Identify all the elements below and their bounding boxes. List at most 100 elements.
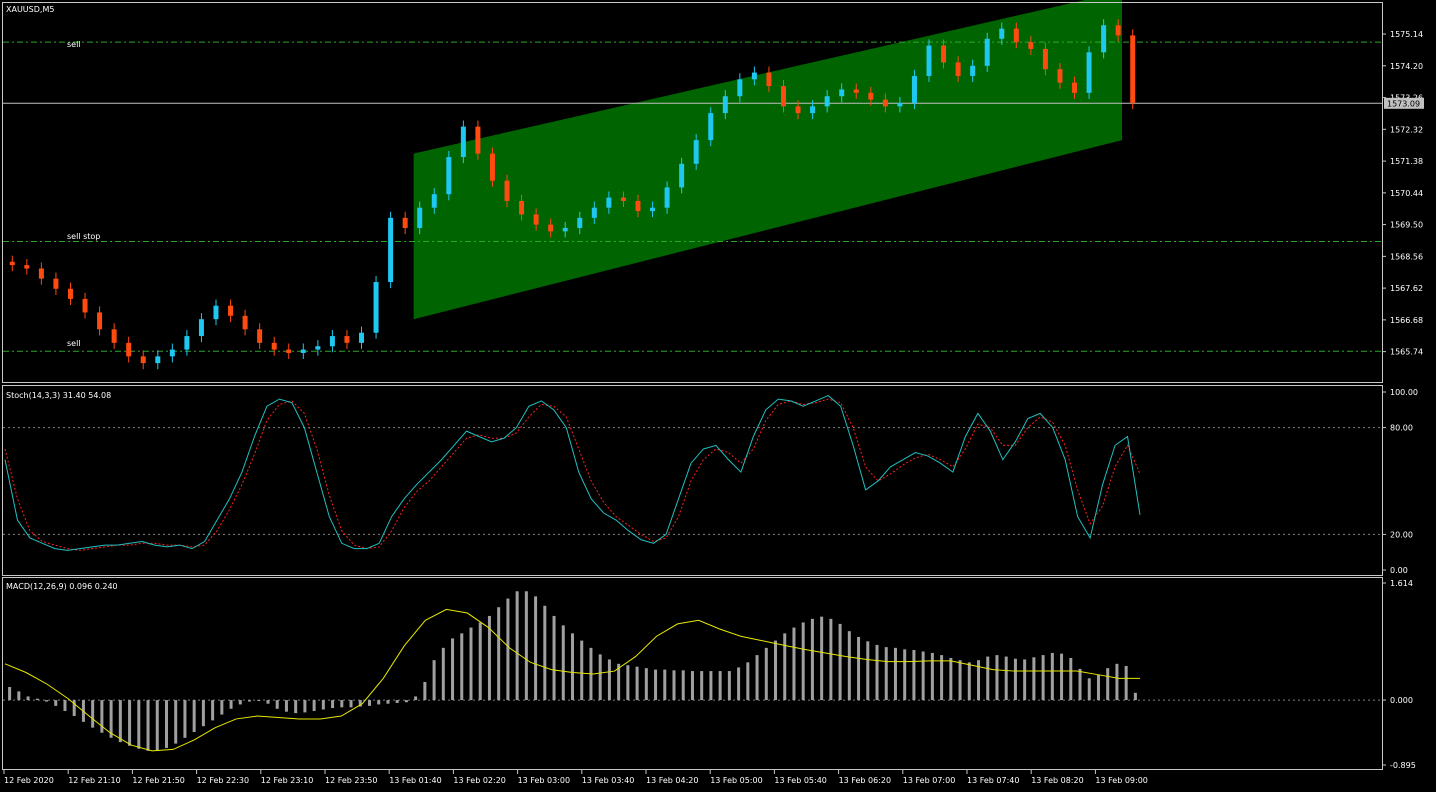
macd-bar xyxy=(1041,655,1045,701)
candle[interactable] xyxy=(344,330,350,349)
candle[interactable] xyxy=(824,90,830,113)
price-tick-label: 1565.74 xyxy=(1390,348,1423,357)
candle-body xyxy=(591,207,597,218)
candle[interactable] xyxy=(155,350,161,370)
candle[interactable] xyxy=(38,262,44,285)
candle[interactable] xyxy=(402,211,408,235)
candle[interactable] xyxy=(359,326,365,349)
candle[interactable] xyxy=(213,299,219,326)
candle[interactable] xyxy=(286,343,292,360)
candle[interactable] xyxy=(693,134,699,170)
candle[interactable] xyxy=(82,292,88,319)
price-pane[interactable]: XAUUSD,M5 sell sell stop sell 1575.14 157… xyxy=(3,0,1424,370)
candle[interactable] xyxy=(984,32,990,72)
candle[interactable] xyxy=(533,208,539,231)
candle[interactable] xyxy=(228,299,234,322)
candle[interactable] xyxy=(111,323,117,349)
candle[interactable] xyxy=(431,188,437,214)
candle[interactable] xyxy=(9,255,15,272)
macd-bar xyxy=(792,627,796,701)
candle[interactable] xyxy=(882,93,888,113)
candle[interactable] xyxy=(460,120,466,164)
candle[interactable] xyxy=(751,66,757,86)
candle[interactable] xyxy=(126,336,132,363)
candle[interactable] xyxy=(184,330,190,356)
candle[interactable] xyxy=(897,96,903,113)
candle[interactable] xyxy=(489,147,495,187)
candle[interactable] xyxy=(1028,36,1034,55)
candle[interactable] xyxy=(679,157,685,194)
candle[interactable] xyxy=(591,201,597,224)
candle[interactable] xyxy=(1130,29,1136,110)
macd-bar xyxy=(284,700,288,712)
candle[interactable] xyxy=(650,201,656,218)
candle[interactable] xyxy=(388,211,394,289)
candle[interactable] xyxy=(548,218,554,238)
candle[interactable] xyxy=(519,194,525,221)
candle[interactable] xyxy=(577,211,583,235)
candle[interactable] xyxy=(329,330,335,353)
candle-body xyxy=(460,126,466,158)
candle[interactable] xyxy=(1013,22,1019,49)
macd-pane[interactable]: MACD(12,26,9) 0.096 0.240 1.614 0.000 -0.8… xyxy=(3,579,1416,770)
candle[interactable] xyxy=(475,120,481,160)
candle-body xyxy=(548,224,554,232)
candle[interactable] xyxy=(67,282,73,305)
candle[interactable] xyxy=(315,340,321,356)
candle[interactable] xyxy=(417,201,423,235)
candle[interactable] xyxy=(24,259,30,275)
candle[interactable] xyxy=(970,59,976,83)
candle[interactable] xyxy=(926,39,932,83)
candle-body xyxy=(198,319,204,337)
candle[interactable] xyxy=(868,86,874,106)
candle[interactable] xyxy=(780,80,786,113)
candle-body xyxy=(620,197,626,201)
candle[interactable] xyxy=(664,181,670,214)
candle[interactable] xyxy=(271,336,277,356)
candle-body xyxy=(1130,35,1136,103)
candle[interactable] xyxy=(504,174,510,208)
candle[interactable] xyxy=(257,323,263,349)
candle[interactable] xyxy=(1101,19,1107,59)
macd-bar xyxy=(598,654,602,701)
candle[interactable] xyxy=(853,83,859,99)
candle[interactable] xyxy=(955,56,961,83)
candle[interactable] xyxy=(300,343,306,360)
candle[interactable] xyxy=(635,194,641,218)
stoch-main-line xyxy=(4,394,1141,551)
candle[interactable] xyxy=(53,272,59,295)
candle[interactable] xyxy=(810,100,816,120)
candle[interactable] xyxy=(620,191,626,208)
candle-body xyxy=(606,197,612,208)
macd-bar xyxy=(727,671,731,701)
candle[interactable] xyxy=(169,343,175,363)
candle[interactable] xyxy=(839,83,845,103)
candle[interactable] xyxy=(446,150,452,201)
macd-bar xyxy=(146,700,150,751)
candle[interactable] xyxy=(1115,19,1121,42)
candle[interactable] xyxy=(140,350,146,370)
candle-body xyxy=(431,194,437,208)
candle[interactable] xyxy=(737,73,743,103)
candle[interactable] xyxy=(941,39,947,69)
candle[interactable] xyxy=(198,313,204,343)
candle[interactable] xyxy=(1042,42,1048,76)
candle-body xyxy=(242,315,248,330)
candle[interactable] xyxy=(1086,46,1092,99)
candle[interactable] xyxy=(97,306,103,336)
candle[interactable] xyxy=(562,221,568,238)
trend-channel[interactable] xyxy=(413,0,1122,320)
candle[interactable] xyxy=(606,191,612,214)
candle[interactable] xyxy=(766,66,772,93)
candle[interactable] xyxy=(1072,76,1078,99)
candle[interactable] xyxy=(795,100,801,120)
candle[interactable] xyxy=(708,107,714,147)
candle[interactable] xyxy=(373,275,379,339)
candle[interactable] xyxy=(1057,63,1063,89)
stochastic-pane[interactable]: Stoch(14,3,3) 31.40 54.08 100.00 80.00 20.… xyxy=(3,388,1418,575)
time-tick-label: 13 Feb 05:00 xyxy=(710,776,762,785)
candle[interactable] xyxy=(722,90,728,120)
candle[interactable] xyxy=(911,69,917,110)
candle[interactable] xyxy=(999,22,1005,45)
candle[interactable] xyxy=(242,309,248,336)
